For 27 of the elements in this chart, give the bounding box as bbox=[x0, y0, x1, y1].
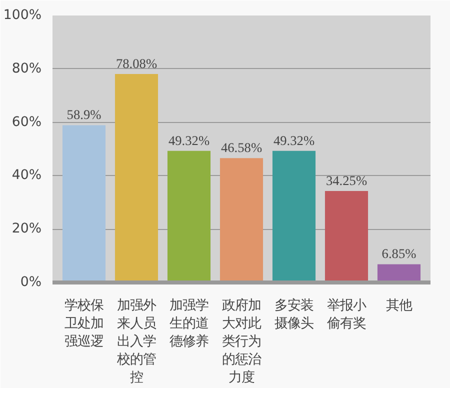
bar bbox=[167, 150, 211, 282]
x-tick-label: 其他 bbox=[386, 298, 412, 314]
x-tick-label: 加强外来人员出入学校的管控 bbox=[116, 298, 156, 386]
data-label: 46.58% bbox=[220, 140, 262, 156]
data-label: 58.9% bbox=[66, 107, 102, 122]
bar bbox=[272, 150, 316, 282]
data-label: 49.32% bbox=[273, 132, 315, 148]
data-label: 78.08% bbox=[116, 56, 158, 72]
x-tick-label: 加强学生的道德修养 bbox=[170, 298, 208, 350]
y-tick-label: 0% bbox=[20, 275, 42, 290]
y-tick-label: 60% bbox=[12, 114, 42, 130]
y-tick-label: 40% bbox=[12, 168, 42, 184]
y-tick-label: 100% bbox=[3, 8, 42, 23]
x-tick-label: 多安装摄像头 bbox=[274, 298, 314, 332]
bar bbox=[377, 264, 421, 282]
bar bbox=[324, 191, 368, 282]
bar bbox=[220, 158, 264, 282]
x-tick-label: 政府加大对此类行为的惩治力度 bbox=[222, 298, 261, 386]
x-tick-label: 学校保卫处加强巡逻 bbox=[64, 298, 104, 350]
y-tick-label: 80% bbox=[12, 61, 42, 76]
data-label: 6.85% bbox=[382, 246, 416, 262]
bar bbox=[114, 74, 158, 282]
x-tick-label: 举报小偷有奖 bbox=[327, 298, 366, 332]
bar bbox=[62, 125, 106, 282]
data-label: 34.25% bbox=[326, 173, 368, 188]
data-label: 49.32% bbox=[168, 132, 210, 148]
y-tick-label: 20% bbox=[12, 222, 42, 237]
